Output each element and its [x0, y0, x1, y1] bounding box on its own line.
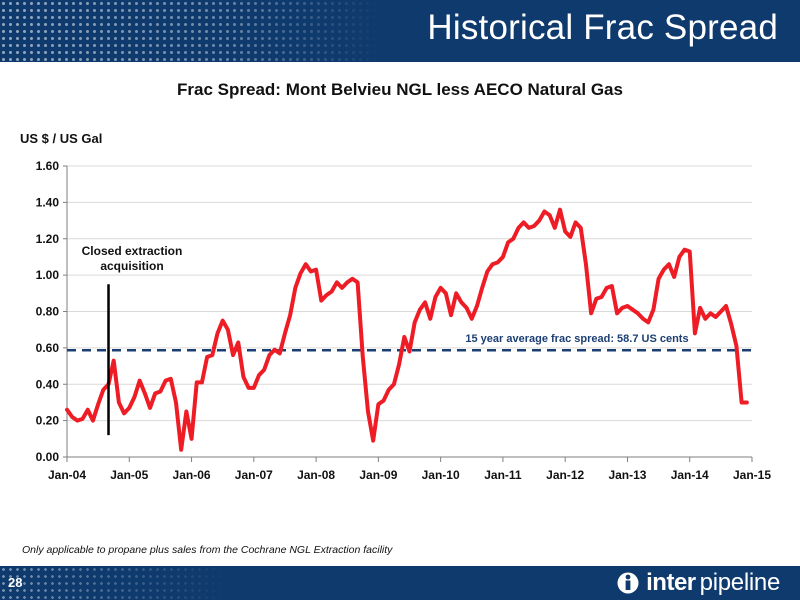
gridlines	[67, 165, 752, 422]
x-tick-label: Jan-12	[546, 468, 584, 482]
x-tick-label: Jan-07	[235, 468, 273, 482]
chart-title: Frac Spread: Mont Belvieu NGL less AECO …	[177, 80, 623, 99]
y-tick-label: 0.00	[36, 450, 60, 464]
frac-spread-line	[65, 207, 749, 452]
x-tick-label: Jan-14	[671, 468, 709, 482]
axes	[63, 165, 753, 462]
company-logo: inter pipeline	[617, 568, 780, 598]
x-tick-label: Jan-08	[297, 468, 335, 482]
x-tick-label: Jan-04	[48, 468, 86, 482]
y-tick-label: 0.60	[36, 341, 60, 355]
y-tick-label: 1.60	[36, 159, 60, 173]
y-tick-label: 1.00	[36, 268, 60, 282]
x-tick-label: Jan-05	[110, 468, 148, 482]
footnote: Only applicable to propane plus sales fr…	[22, 544, 393, 556]
series	[65, 207, 749, 452]
logo-word-inter: inter	[646, 569, 696, 596]
footer-dot-pattern	[0, 566, 230, 600]
footer-band: 28 inter pipeline	[0, 566, 800, 600]
x-tick-label: Jan-13	[608, 468, 646, 482]
header-band: Historical Frac Spread	[0, 0, 800, 62]
y-tick-label: 0.40	[36, 377, 60, 391]
x-tick-label: Jan-15	[733, 468, 771, 482]
annotation-text: acquisition	[100, 259, 163, 273]
logo-word-pipeline: pipeline	[699, 569, 781, 596]
y-tick-label: 0.20	[36, 414, 60, 428]
y-axis-label: US $ / US Gal	[20, 131, 103, 146]
x-tick-label: Jan-09	[359, 468, 397, 482]
y-tick-labels: 0.00 0.20 0.40 0.60 0.80 1.00 1.20 1.40 1.60	[36, 159, 60, 464]
x-tick-label: Jan-10	[422, 468, 460, 482]
average-reference: 15 year average frac spread: 58.7 US cen…	[67, 333, 754, 352]
x-tick-label: Jan-11	[484, 468, 522, 482]
page-number: 28	[8, 575, 23, 590]
x-tick-label: Jan-06	[173, 468, 211, 482]
y-tick-label: 1.40	[36, 195, 60, 209]
annotation-text: Closed extraction	[82, 244, 183, 258]
interpipeline-logo-mark-icon	[617, 572, 639, 594]
header-dot-pattern	[0, 0, 380, 62]
slide-title: Historical Frac Spread	[427, 8, 778, 47]
average-label: 15 year average frac spread: 58.7 US cen…	[465, 333, 688, 345]
y-tick-label: 0.80	[36, 305, 60, 319]
y-tick-label: 1.20	[36, 232, 60, 246]
x-tick-labels: Jan-04 Jan-05 Jan-06 Jan-07 Jan-08 Jan-09 Jan-…	[48, 468, 771, 482]
